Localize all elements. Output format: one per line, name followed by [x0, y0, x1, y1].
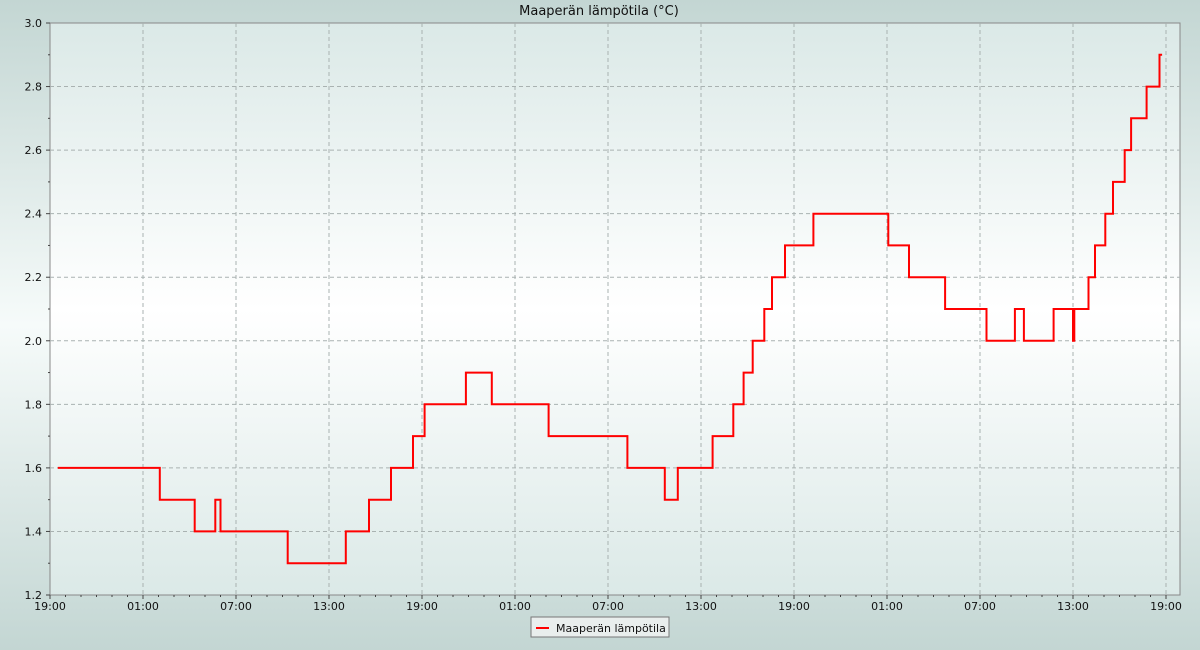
- x-tick-label: 07:00: [220, 600, 252, 613]
- legend: Maaperän lämpötila: [530, 616, 670, 638]
- x-tick-label: 07:00: [964, 600, 996, 613]
- x-tick-label: 19:00: [406, 600, 438, 613]
- x-tick-label: 01:00: [127, 600, 159, 613]
- series-line: [57, 53, 1163, 565]
- legend-label: Maaperän lämpötila: [556, 622, 666, 635]
- y-tick-label: 2.8: [25, 81, 43, 94]
- x-tick-label: 19:00: [34, 600, 66, 613]
- y-tick-label: 2.0: [25, 335, 43, 348]
- plot-area: [49, 22, 1181, 596]
- y-tick-label: 2.4: [25, 208, 43, 221]
- x-tick-label: 13:00: [313, 600, 345, 613]
- x-tick-label: 13:00: [685, 600, 717, 613]
- axes: 1.2 1.4 1.6 1.8 2.0 2.2 2.4 2.6 2.8 3.0 19:00 01:00…: [25, 17, 1182, 613]
- y-tick-label: 1.6: [25, 462, 43, 475]
- x-tick-label: 19:00: [1150, 600, 1182, 613]
- chart-title: Maaperän lämpötila (°C): [519, 4, 679, 19]
- x-tick-label: 13:00: [1057, 600, 1089, 613]
- y-tick-label: 2.6: [25, 144, 43, 157]
- x-tick-label: 07:00: [592, 600, 624, 613]
- y-tick-label: 3.0: [25, 17, 43, 30]
- legend-box: [530, 616, 670, 638]
- y-tick-label: 1.8: [25, 398, 43, 411]
- y-tick-label: 1.2: [25, 589, 43, 602]
- x-tick-label: 19:00: [778, 600, 810, 613]
- x-tick-label: 01:00: [871, 600, 903, 613]
- x-tick-label: 01:00: [499, 600, 531, 613]
- y-tick-label: 1.4: [25, 525, 43, 538]
- series-layer: [57, 53, 1163, 565]
- y-tick-label: 2.2: [25, 271, 43, 284]
